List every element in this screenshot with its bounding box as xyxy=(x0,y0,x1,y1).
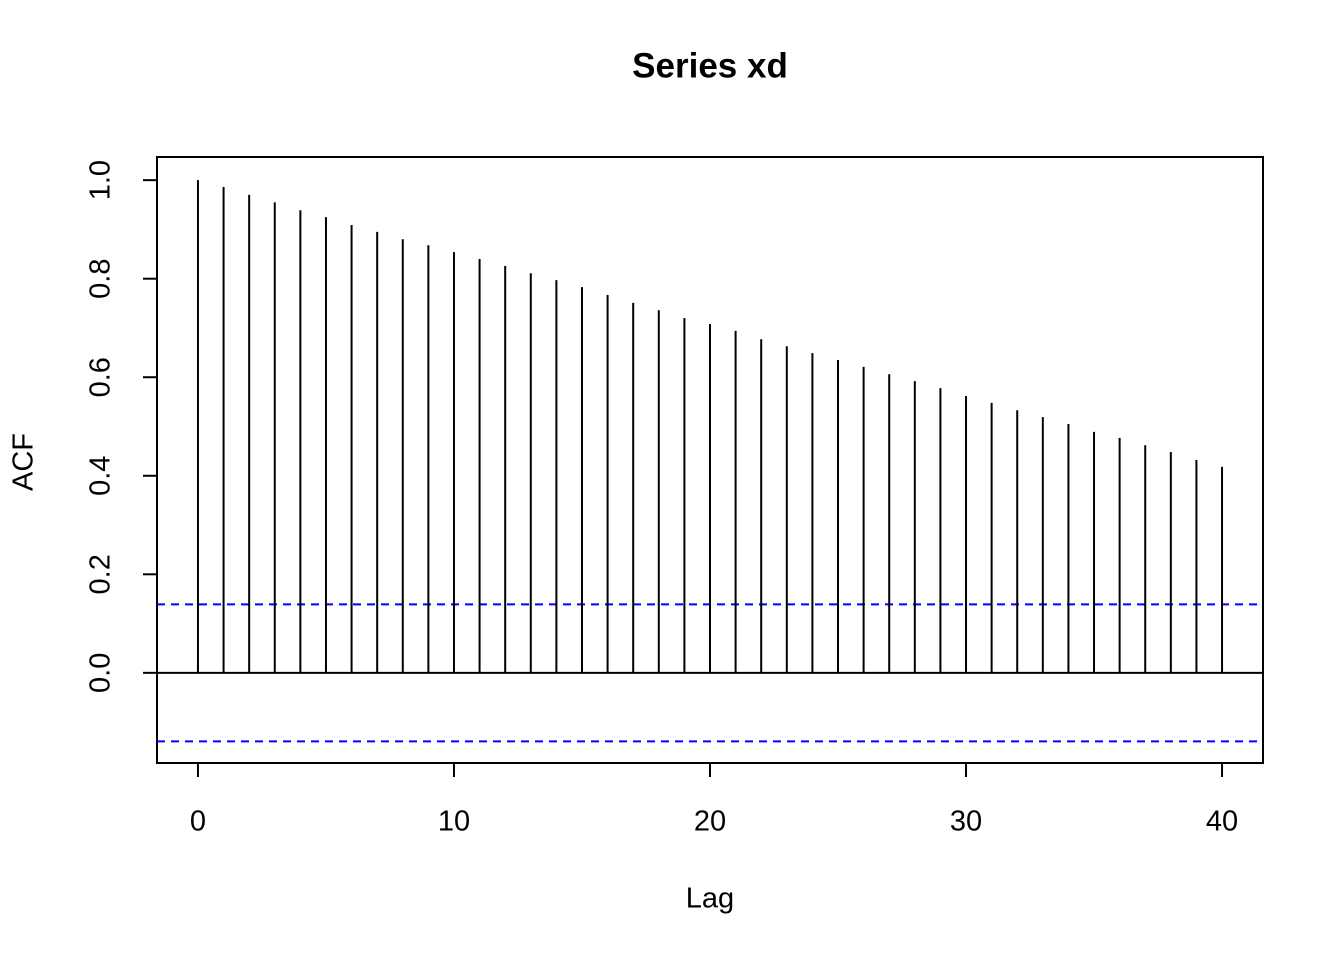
y-tick-label: 0.4 xyxy=(85,456,117,496)
x-tick-label: 30 xyxy=(950,806,982,838)
x-tick-label: 20 xyxy=(694,806,726,838)
y-tick-label: 0.6 xyxy=(85,357,117,397)
y-tick-label: 0.2 xyxy=(85,554,117,594)
x-axis-label: Lag xyxy=(686,883,734,915)
y-axis-label: ACF xyxy=(8,433,40,491)
x-tick-label: 10 xyxy=(438,806,470,838)
x-tick-label: 0 xyxy=(190,806,206,838)
y-tick-label: 0.0 xyxy=(85,653,117,693)
x-tick-label: 40 xyxy=(1206,806,1238,838)
y-tick-label: 0.8 xyxy=(85,259,117,299)
y-tick-label: 1.0 xyxy=(85,160,117,200)
chart-title: Series xd xyxy=(632,46,788,85)
